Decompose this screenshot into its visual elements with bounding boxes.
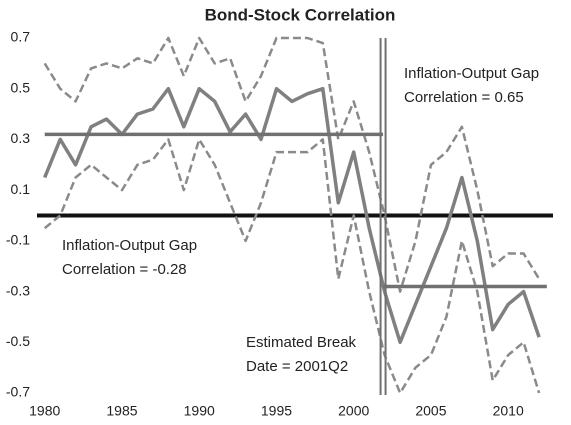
- x-tick-label: 1990: [184, 403, 215, 419]
- x-tick-label: 2005: [415, 403, 446, 419]
- x-tick-label: 1985: [106, 403, 137, 419]
- x-tick-label: 2000: [338, 403, 369, 419]
- series-line: [43, 86, 541, 345]
- annotation: Inflation-Output Gap: [62, 237, 197, 254]
- y-tick-label: -0.7: [6, 384, 30, 400]
- chart-title: Bond-Stock Correlation: [205, 5, 396, 24]
- y-tick-label: 0.3: [11, 130, 31, 146]
- y-tick-label: 0.5: [11, 79, 31, 95]
- annotation: Inflation-Output Gap: [404, 65, 539, 82]
- series-line: [43, 138, 541, 395]
- y-tick-label: 0.1: [11, 181, 31, 197]
- annotation: Correlation = -0.28: [62, 261, 187, 278]
- annotation: Correlation = 0.65: [404, 89, 524, 106]
- y-tick-label: -0.3: [6, 282, 30, 298]
- x-tick-label: 2010: [493, 403, 524, 419]
- annotation: Estimated Break: [246, 334, 357, 351]
- x-tick-label: 1995: [261, 403, 292, 419]
- x-tick-label: 1980: [29, 403, 60, 419]
- y-tick-label: 0.7: [11, 29, 31, 45]
- annotation: Date = 2001Q2: [246, 358, 348, 375]
- y-tick-label: -0.5: [6, 333, 30, 349]
- series-line: [43, 36, 541, 293]
- y-tick-label: -0.1: [6, 232, 30, 248]
